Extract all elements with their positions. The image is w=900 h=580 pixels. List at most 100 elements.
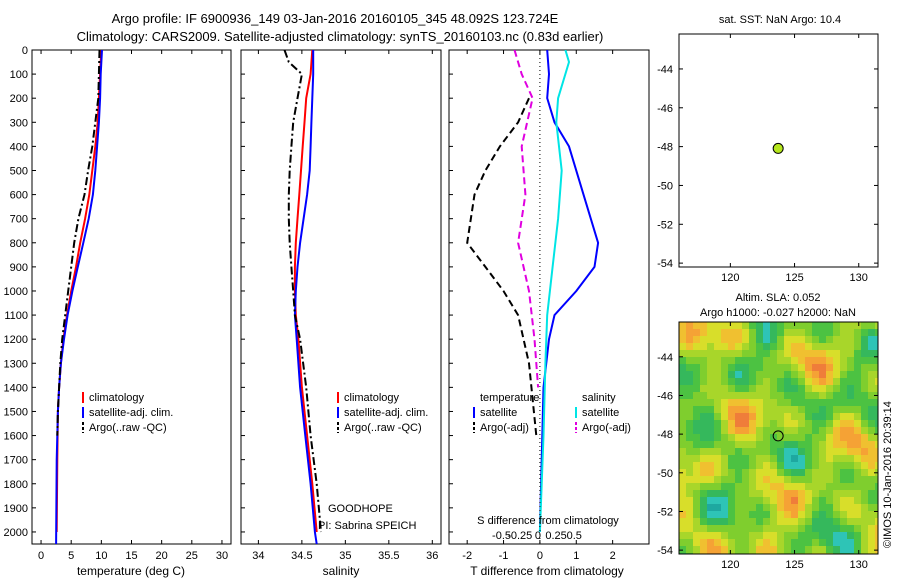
title-line-1: Argo profile: IF 6900936_149 03-Jan-2016…	[112, 11, 559, 26]
map-y-tick-label: -54	[657, 258, 673, 270]
sla-cell	[826, 525, 834, 533]
x-tick-label: 0	[537, 550, 543, 562]
sla-cell	[756, 343, 764, 351]
sla-cell	[791, 448, 799, 456]
sla-cell	[798, 350, 806, 358]
sla-cell	[686, 462, 694, 470]
sla-cell	[763, 392, 771, 400]
sla-cell	[763, 483, 771, 491]
sla-cell	[756, 357, 764, 365]
sla-cell	[686, 399, 694, 407]
float-position-marker	[772, 142, 784, 154]
sla-cell	[791, 532, 799, 540]
sla-cell	[784, 371, 792, 379]
sla-cell	[742, 322, 750, 330]
sla-cell	[777, 462, 785, 470]
sla-cell	[826, 504, 834, 512]
sla-cell	[819, 504, 827, 512]
sla-cell	[840, 385, 848, 393]
sla-cell	[791, 329, 799, 337]
sla-cell	[840, 399, 848, 407]
sla-cell	[693, 329, 701, 337]
sla-cell	[679, 455, 687, 463]
sla-cell	[728, 385, 736, 393]
sla-cell	[861, 434, 869, 442]
sla-cell	[693, 343, 701, 351]
sla-cell	[770, 511, 778, 519]
sla-cell	[756, 469, 764, 477]
sla-cell	[679, 532, 687, 540]
sla-cell	[847, 392, 855, 400]
sla-cell	[756, 399, 764, 407]
sla-cell	[728, 525, 736, 533]
series-line-satellite-adj-clim-	[55, 50, 103, 544]
sla-cell	[714, 336, 722, 344]
sla-cell	[728, 378, 736, 386]
sla-cell	[749, 364, 757, 372]
sla-cell	[721, 378, 729, 386]
sla-cell	[819, 490, 827, 498]
map-y-tick-label: -48	[657, 429, 673, 441]
sla-cell	[812, 378, 820, 386]
sla-cell	[693, 490, 701, 498]
sla-cell	[721, 497, 729, 505]
sla-cell	[847, 322, 855, 330]
sla-cell	[728, 518, 736, 526]
sla-cell	[826, 350, 834, 358]
sla-cell	[840, 441, 848, 449]
sla-cell	[714, 539, 722, 547]
sla-cell	[770, 399, 778, 407]
y-tick-label: 2000	[4, 527, 28, 539]
sla-cell	[721, 322, 729, 330]
sla-cell	[679, 497, 687, 505]
sla-cell	[679, 525, 687, 533]
sla-cell	[861, 525, 869, 533]
map-x-tick-label: 125	[785, 272, 803, 284]
sla-cell	[819, 511, 827, 519]
sla-cell	[777, 511, 785, 519]
sla-cell	[791, 511, 799, 519]
sla-cell	[784, 455, 792, 463]
sla-cell	[686, 532, 694, 540]
sla-cell	[847, 497, 855, 505]
sla-cell	[735, 525, 743, 533]
sla-cell	[777, 357, 785, 365]
sla-cell	[742, 371, 750, 379]
sla-cell	[791, 539, 799, 547]
sla-cell	[840, 378, 848, 386]
y-tick-label: 200	[10, 93, 28, 105]
sla-cell	[693, 385, 701, 393]
sla-cell	[728, 427, 736, 435]
sla-cell	[791, 483, 799, 491]
sla-cell	[840, 448, 848, 456]
sla-cell	[854, 504, 862, 512]
sla-cell	[868, 546, 876, 554]
x-tick-label-secondary: -0.25	[507, 530, 532, 542]
sla-cell	[812, 364, 820, 372]
sla-cell	[735, 455, 743, 463]
sla-cell	[749, 504, 757, 512]
sla-cell	[686, 518, 694, 526]
sla-cell	[875, 350, 878, 358]
sla-cell	[763, 525, 771, 533]
sla-cell	[847, 532, 855, 540]
sla-cell	[791, 525, 799, 533]
sla-cell	[721, 434, 729, 442]
sla-cell	[854, 469, 862, 477]
sla-cell	[763, 350, 771, 358]
sla-cell	[735, 448, 743, 456]
sla-cell	[875, 476, 878, 484]
map-x-tick-label: 120	[721, 272, 739, 284]
sla-cell	[840, 539, 848, 547]
sla-cell	[819, 329, 827, 337]
sla-cell	[686, 511, 694, 519]
salinity-xlabel: salinity	[323, 564, 360, 578]
sla-cell	[686, 434, 694, 442]
sla-cell	[749, 434, 757, 442]
sla-cell	[826, 462, 834, 470]
sla-cell	[700, 504, 708, 512]
sla-cell	[721, 455, 729, 463]
sla-cell	[791, 350, 799, 358]
sla-cell	[819, 539, 827, 547]
sla-cell	[763, 441, 771, 449]
